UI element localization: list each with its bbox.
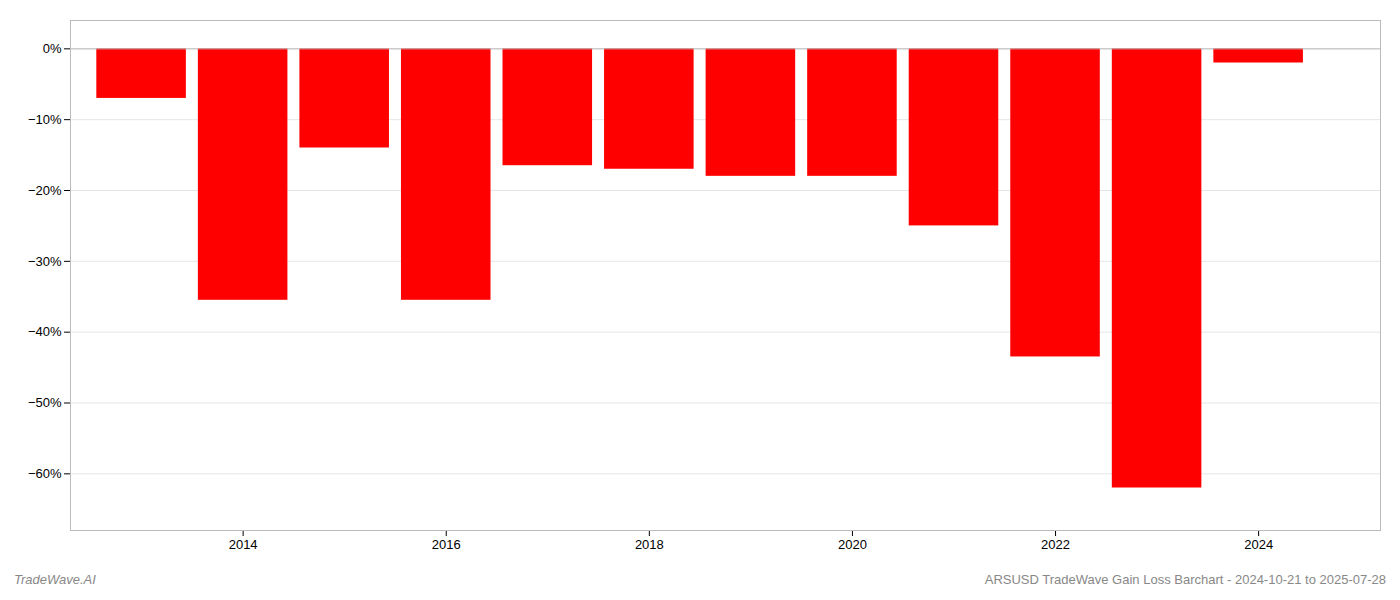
svg-text:−50%: −50% — [28, 395, 62, 410]
svg-text:2020: 2020 — [838, 537, 867, 552]
svg-text:−10%: −10% — [28, 112, 62, 127]
html-text:ARSUSD TradeWave Gain Loss Bar: ARSUSD TradeWave Gain Loss Barchart - 20… — [984, 572, 1386, 587]
svg-text:2014: 2014 — [229, 537, 258, 552]
svg-text:−30%: −30% — [28, 253, 62, 268]
html-text:TradeWave.AI: TradeWave.AI — [14, 572, 96, 587]
svg-text:0%: 0% — [43, 41, 62, 56]
svg-text:2016: 2016 — [432, 537, 461, 552]
svg-text:2018: 2018 — [635, 537, 664, 552]
svg-text:−60%: −60% — [28, 466, 62, 481]
svg-text:2024: 2024 — [1244, 537, 1273, 552]
svg-text:−20%: −20% — [28, 183, 62, 198]
svg-text:−40%: −40% — [28, 324, 62, 339]
svg-text:2022: 2022 — [1041, 537, 1070, 552]
